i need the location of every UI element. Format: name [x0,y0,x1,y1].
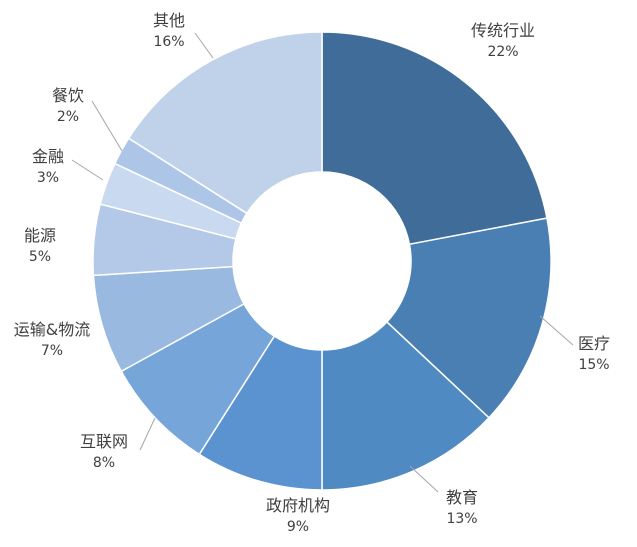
leader-lines-layer [71,32,574,493]
slice-label: 教育 [446,488,478,507]
slice-value-label: 7% [41,343,63,359]
slice-label: 餐饮 [52,86,84,105]
slice-value-label: 5% [29,249,51,265]
slice-label: 政府机构 [266,496,330,515]
leader-line [91,100,123,152]
slice-label: 金融 [32,147,64,166]
donut-slice [321,320,490,491]
leader-line [71,159,104,181]
data-label: 传统行业 22% [471,21,535,60]
leader-line [539,315,574,346]
data-label: 互联网 8% [80,432,128,471]
data-labels-layer: 传统行业 22% 医疗 15% 教育 13% 政府机构 9% 互联网 8% 运输&物流 7% 能源 5% 金… [14,11,610,535]
slice-value-label: 2% [57,109,79,125]
slice-label: 能源 [24,226,56,245]
slice-label: 互联网 [80,432,128,451]
donut-slice [127,31,323,215]
slice-value-label: 9% [287,519,309,535]
leader-line [409,465,439,493]
slice-value-label: 13% [446,511,477,527]
data-label: 运输&物流 7% [14,320,90,359]
data-label: 能源 5% [24,226,56,265]
slice-label: 其他 [153,11,185,30]
slice-value-label: 22% [487,44,518,60]
slice-label: 运输&物流 [14,320,90,339]
data-label: 医疗 15% [578,334,610,373]
slice-value-label: 16% [153,34,184,50]
leader-line [194,32,214,59]
donut-slice [385,217,552,419]
donut-slice [321,31,548,246]
slice-value-label: 8% [93,455,115,471]
data-label: 教育 13% [446,488,478,527]
slice-label: 传统行业 [471,21,535,40]
slice-value-label: 15% [578,357,609,373]
data-label: 政府机构 9% [266,496,330,535]
slice-label: 医疗 [578,334,610,353]
data-label: 金融 3% [32,147,64,186]
leader-line [139,417,156,451]
data-label: 餐饮 2% [52,86,84,125]
slice-value-label: 3% [37,170,59,186]
slices-layer [92,31,552,491]
data-label: 其他 16% [153,11,185,50]
